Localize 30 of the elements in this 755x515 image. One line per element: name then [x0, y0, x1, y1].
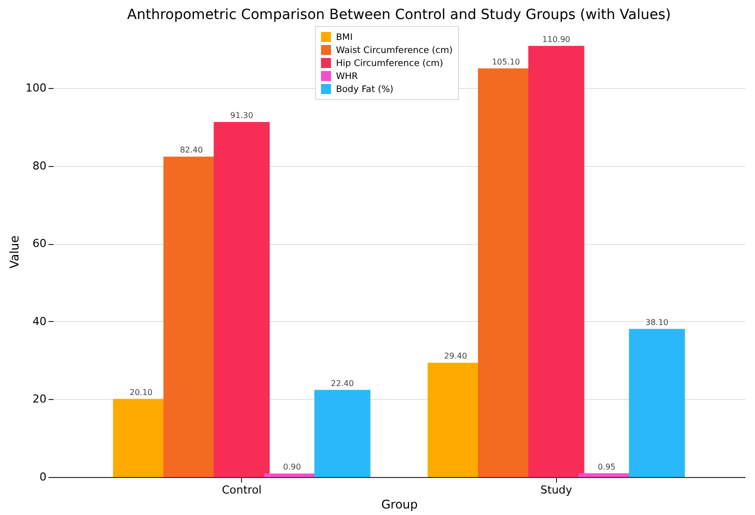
y-tick-label: 40	[32, 314, 46, 328]
legend-label: Body Fat (%)	[336, 85, 394, 95]
legend-label: Hip Circumference (cm)	[336, 59, 444, 69]
y-tick-label: 60	[32, 237, 46, 250]
x-axis-title: Group	[381, 498, 418, 512]
data-label: 91.30	[230, 111, 254, 120]
y-tick-label: 80	[32, 159, 46, 172]
bar	[628, 328, 685, 477]
legend-label: BMI	[336, 33, 353, 43]
legend-label: Waist Circumference (cm)	[336, 46, 453, 56]
y-axis-title: Value	[8, 236, 22, 268]
x-tick-label: Study	[540, 484, 573, 496]
legend-label: WHR	[336, 72, 358, 82]
data-label: 105.10	[492, 57, 520, 66]
data-label: 110.90	[542, 34, 570, 44]
data-label: 22.40	[330, 378, 354, 388]
data-label: 29.40	[444, 352, 468, 361]
data-label: 20.10	[130, 388, 153, 397]
bar	[528, 46, 584, 477]
data-label: 82.40	[180, 146, 203, 155]
data-label: 0.90	[283, 462, 301, 472]
y-tick-label: 0	[40, 470, 46, 484]
data-label: 0.95	[598, 462, 616, 472]
y-tick-label: 20	[32, 392, 46, 406]
bar	[314, 390, 370, 477]
data-label: 38.10	[645, 318, 668, 327]
x-tick-label: Control	[222, 484, 262, 496]
bar	[214, 122, 270, 477]
y-tick-label: 100	[26, 82, 46, 95]
chart-title: Anthropometric Comparison Between Control and Study Groups (with Values)	[127, 7, 671, 23]
